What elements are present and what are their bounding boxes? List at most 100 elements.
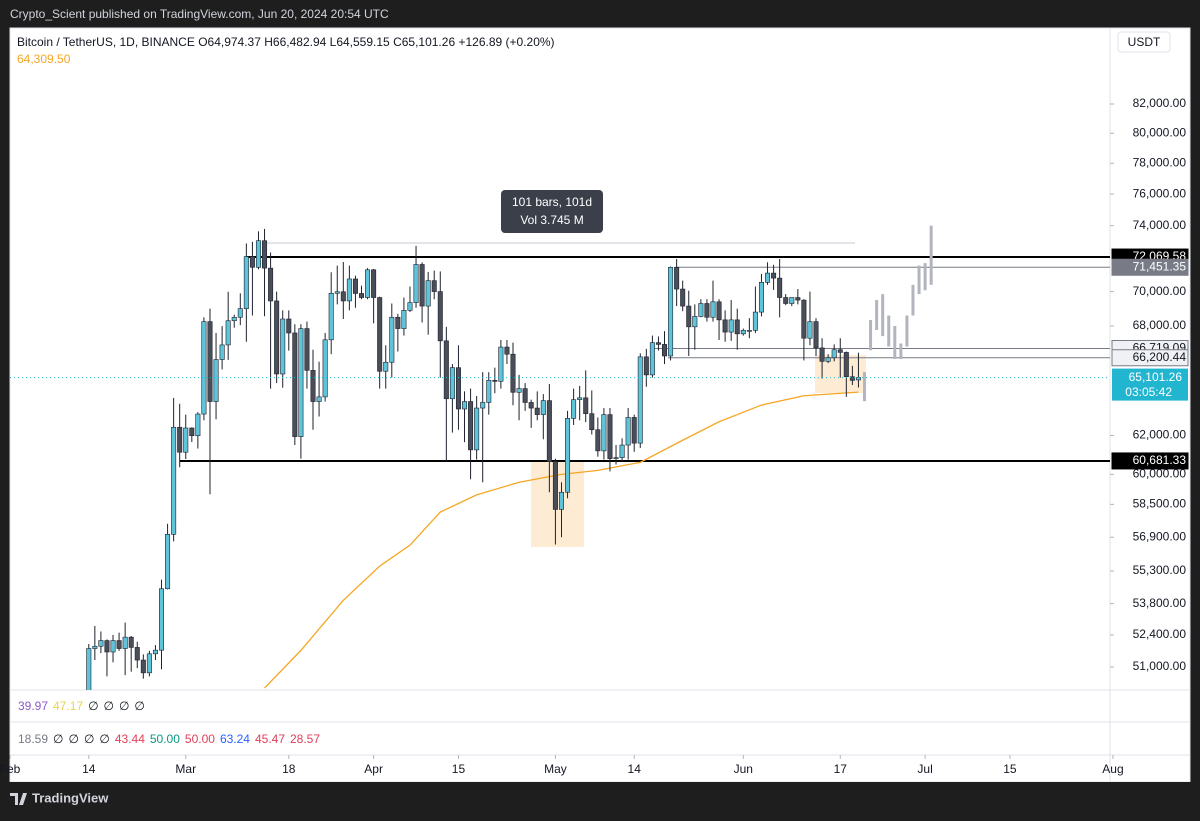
candle-body bbox=[480, 402, 486, 409]
candle-body bbox=[565, 418, 571, 493]
candle-body bbox=[795, 297, 801, 301]
candle-body bbox=[528, 402, 534, 409]
level-label-box bbox=[1111, 258, 1189, 276]
indicator-value: 63.24 bbox=[220, 732, 250, 746]
indicator-values: 18.59 ∅ ∅ ∅ ∅ 43.44 50.00 50.00 63.24 45.47 28.57 bbox=[18, 732, 320, 746]
x-tick-label: 15 bbox=[452, 762, 466, 776]
chart-area bbox=[9, 27, 1191, 783]
projection-bar bbox=[923, 263, 927, 291]
candle-body bbox=[462, 401, 468, 410]
candle-body bbox=[431, 280, 437, 292]
candle-body bbox=[425, 280, 431, 307]
y-tick-label: 56,900.00 bbox=[1133, 529, 1187, 543]
candle-body bbox=[540, 400, 546, 415]
plot bbox=[10, 225, 1110, 690]
candle-body bbox=[316, 396, 322, 402]
candle-body bbox=[298, 328, 304, 437]
measure-text: 101 bars, 101d bbox=[512, 195, 592, 209]
candle-body bbox=[152, 649, 158, 655]
x-tick-label: 14 bbox=[628, 762, 642, 776]
candle-body bbox=[710, 301, 716, 318]
candle-body bbox=[86, 648, 92, 690]
candle-body bbox=[334, 291, 340, 294]
indicator-value: ∅ bbox=[104, 699, 114, 713]
indicator-value: ∅ bbox=[88, 699, 98, 713]
candle-body bbox=[195, 413, 201, 436]
candle-body bbox=[577, 397, 583, 400]
ma-value: 64,309.50 bbox=[17, 52, 71, 66]
candle-body bbox=[801, 299, 807, 339]
candle-body bbox=[92, 645, 98, 649]
candle-body bbox=[207, 321, 213, 402]
x-tick-label: 14 bbox=[82, 762, 96, 776]
x-tick-label: 17 bbox=[834, 762, 848, 776]
y-tick-label: 78,000.00 bbox=[1133, 155, 1187, 169]
candle-body bbox=[474, 407, 480, 451]
candle-body bbox=[219, 344, 225, 360]
candle-body bbox=[728, 319, 734, 333]
candle-body bbox=[722, 319, 728, 333]
candle-body bbox=[643, 356, 649, 376]
candle-body bbox=[262, 240, 268, 269]
candle-body bbox=[510, 353, 516, 393]
projection-bar bbox=[917, 265, 921, 295]
x-tick-label: Feb bbox=[0, 762, 21, 776]
projection-bar bbox=[899, 343, 903, 360]
candle-body bbox=[377, 297, 383, 372]
candle-body bbox=[771, 272, 777, 279]
y-tick-label: 51,000.00 bbox=[1133, 659, 1187, 673]
indicator-value: 50.00 bbox=[185, 732, 215, 746]
measure-text: Vol 3.745 M bbox=[520, 213, 583, 227]
y-tick-label: 74,000.00 bbox=[1133, 218, 1187, 232]
candle-body bbox=[310, 370, 316, 402]
x-tick-label: 18 bbox=[282, 762, 296, 776]
candle-body bbox=[619, 444, 625, 458]
x-tick-label: May bbox=[544, 762, 567, 776]
top-bar bbox=[0, 0, 1200, 28]
candle-body bbox=[649, 342, 655, 376]
change: +126.89 (+0.20%) bbox=[458, 35, 554, 49]
candle-body bbox=[758, 282, 764, 313]
candle-body bbox=[104, 640, 110, 653]
symbol: Bitcoin / TetherUS, 1D, BINANCE bbox=[17, 35, 195, 49]
candle-body bbox=[740, 330, 746, 335]
candle-body bbox=[140, 659, 146, 674]
candle-body bbox=[589, 413, 595, 431]
indicator-value: 39.97 bbox=[18, 699, 48, 713]
level-label: 66,200.44 bbox=[1133, 350, 1187, 364]
indicator-value: ∅ bbox=[119, 699, 129, 713]
candle-body bbox=[698, 303, 704, 317]
last-price-label: 65,101.26 bbox=[1129, 370, 1183, 384]
currency-box[interactable] bbox=[1117, 31, 1171, 53]
candle-body bbox=[352, 278, 358, 294]
candle-body bbox=[783, 297, 789, 304]
candle-body bbox=[504, 346, 510, 355]
footer-brand: TradingView bbox=[32, 790, 109, 805]
projection-bar bbox=[911, 284, 915, 316]
symbol-header: Bitcoin / TetherUS, 1D, BINANCE O64,974.… bbox=[17, 35, 555, 49]
candle-body bbox=[213, 359, 219, 402]
projection-bar bbox=[869, 320, 873, 351]
currency[interactable]: USDT bbox=[1128, 35, 1161, 49]
candle-body bbox=[365, 269, 371, 298]
axes: 82,000.00 80,000.00 78,000.00 76,000.00 74,0… bbox=[0, 96, 1189, 776]
candle-body bbox=[807, 321, 813, 339]
candle-body bbox=[631, 417, 637, 444]
candle-body bbox=[655, 342, 661, 345]
candle-body bbox=[686, 305, 692, 328]
candle-body bbox=[231, 316, 237, 322]
candle-body bbox=[146, 653, 152, 674]
projection-bar bbox=[893, 325, 897, 360]
candle-body bbox=[268, 267, 274, 302]
projection-bar bbox=[905, 315, 909, 347]
candle-body bbox=[789, 297, 795, 304]
y-tick-label: 68,000.00 bbox=[1133, 318, 1187, 332]
y-tick-label: 52,400.00 bbox=[1133, 627, 1187, 641]
candle-body bbox=[831, 349, 837, 359]
low: L64,559.15 bbox=[330, 35, 390, 49]
candle-body bbox=[243, 256, 249, 309]
indicator-value: 28.57 bbox=[290, 732, 320, 746]
candle-body bbox=[340, 291, 346, 302]
candle-body bbox=[704, 303, 710, 318]
